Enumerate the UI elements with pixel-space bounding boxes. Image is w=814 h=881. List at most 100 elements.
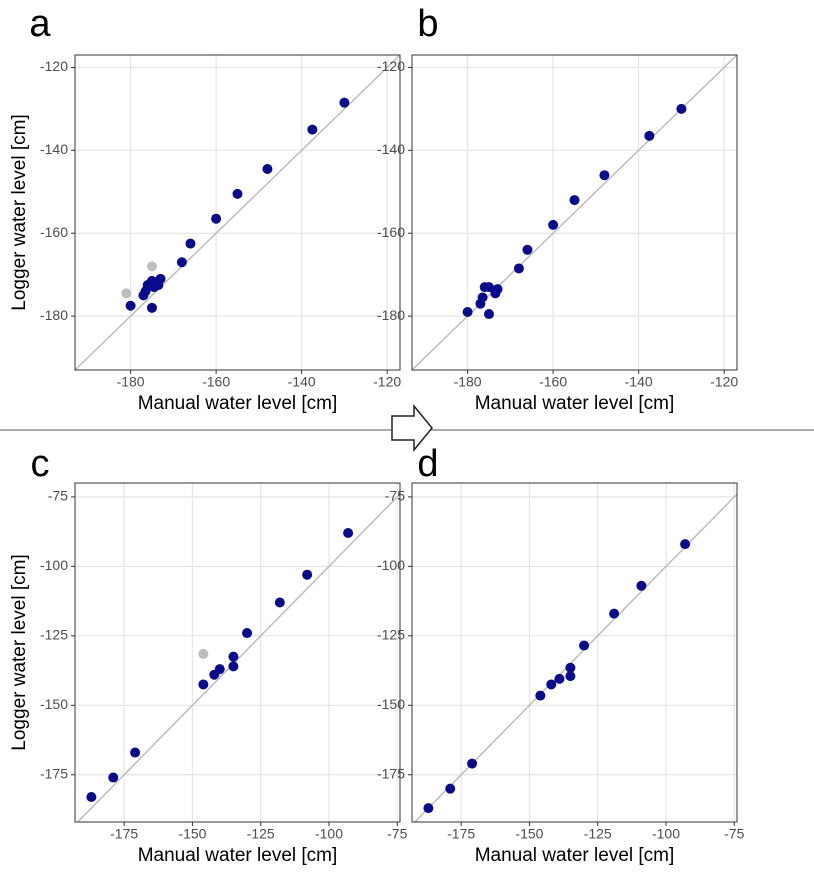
point — [680, 539, 691, 550]
y-tick-label: -125 — [377, 627, 405, 643]
panel: -180 -160 -140 -120 -180 -160 -140 -120 a Manual … — [9, 3, 401, 414]
point — [125, 300, 136, 311]
point — [302, 569, 313, 580]
x-axis-label: Manual water level [cm] — [138, 845, 338, 866]
point — [423, 803, 434, 814]
point — [644, 130, 655, 141]
panel: -175 -150 -125 -100 -75 -175 -150 -125 -100 -75 c M… — [9, 443, 408, 866]
point — [579, 640, 590, 651]
panel: -180 -160 -140 -120 -180 -160 -140 -120 b Manual … — [377, 3, 738, 414]
panel-title: b — [417, 3, 438, 45]
y-tick-label: -180 — [40, 307, 68, 323]
point — [599, 170, 610, 181]
point — [554, 673, 565, 684]
y-axis-label: Logger water level [cm] — [9, 554, 30, 750]
point — [86, 791, 97, 802]
y-tick-label: -100 — [40, 557, 68, 573]
x-tick-label: -125 — [247, 826, 275, 842]
point — [198, 648, 209, 659]
x-tick-label: -180 — [454, 374, 482, 390]
x-tick-label: -100 — [315, 826, 343, 842]
y-tick-label: -75 — [385, 488, 405, 504]
point — [176, 257, 187, 268]
y-tick-label: -180 — [377, 307, 405, 323]
panel-title: c — [31, 443, 50, 485]
point — [483, 309, 494, 320]
point — [609, 608, 620, 619]
point — [146, 302, 157, 313]
point — [462, 306, 473, 317]
x-tick-label: -140 — [625, 374, 653, 390]
x-axis-label: Manual water level [cm] — [475, 845, 675, 866]
point — [108, 772, 119, 783]
panel-border — [411, 482, 738, 823]
point — [185, 238, 196, 249]
point — [445, 783, 456, 794]
point — [339, 97, 350, 108]
x-tick-label: -120 — [373, 374, 401, 390]
x-tick-label: -125 — [584, 826, 612, 842]
point — [228, 661, 239, 672]
panel-title: d — [417, 443, 438, 485]
y-tick-label: -150 — [40, 696, 68, 712]
plot-background — [412, 483, 737, 822]
x-axis-label: Manual water level [cm] — [475, 393, 675, 414]
x-tick-label: -160 — [202, 374, 230, 390]
panel-title: a — [29, 3, 51, 45]
point — [565, 662, 576, 673]
y-tick-label: -75 — [48, 488, 68, 504]
panel-border — [411, 54, 738, 371]
point — [467, 758, 478, 769]
point — [475, 298, 486, 309]
point — [636, 580, 647, 591]
identity-line — [77, 493, 400, 822]
point — [479, 282, 490, 293]
y-tick-label: -140 — [40, 141, 68, 157]
panel-border — [74, 482, 401, 823]
x-tick-label: -150 — [515, 826, 543, 842]
x-tick-label: -160 — [539, 374, 567, 390]
x-tick-label: -75 — [724, 826, 744, 842]
y-tick-label: -175 — [377, 765, 405, 781]
plot-background — [75, 483, 400, 822]
y-tick-label: -175 — [40, 765, 68, 781]
x-axis-label: Manual water level [cm] — [138, 393, 338, 414]
identity-line — [75, 55, 400, 370]
point — [569, 195, 580, 206]
y-tick-label: -140 — [377, 141, 405, 157]
point — [138, 290, 149, 301]
panel: -175 -150 -125 -100 -75 -175 -150 -125 -100 -75 d M… — [377, 443, 745, 866]
point — [513, 263, 524, 274]
point — [209, 669, 220, 680]
y-tick-label: -100 — [377, 557, 405, 573]
point — [548, 219, 559, 230]
panel-border — [74, 54, 401, 371]
x-tick-label: -75 — [387, 826, 407, 842]
point — [198, 679, 209, 690]
point — [490, 288, 501, 299]
x-tick-label: -175 — [110, 826, 138, 842]
point — [274, 597, 285, 608]
y-tick-label: -125 — [40, 627, 68, 643]
point — [565, 671, 576, 682]
y-tick-label: -120 — [40, 58, 68, 74]
point — [262, 163, 273, 174]
x-tick-label: -140 — [288, 374, 316, 390]
point — [121, 288, 132, 299]
y-tick-label: -150 — [377, 696, 405, 712]
x-tick-label: -180 — [117, 374, 145, 390]
point — [242, 628, 253, 639]
arrow-icon — [391, 403, 433, 453]
point — [228, 651, 239, 662]
x-tick-label: -175 — [447, 826, 475, 842]
x-tick-label: -120 — [710, 374, 738, 390]
x-tick-label: -100 — [652, 826, 680, 842]
y-tick-label: -160 — [40, 224, 68, 240]
x-tick-label: -150 — [178, 826, 206, 842]
point — [343, 528, 354, 539]
point — [676, 103, 687, 114]
point — [146, 261, 157, 272]
point — [130, 747, 141, 758]
point — [232, 188, 243, 199]
